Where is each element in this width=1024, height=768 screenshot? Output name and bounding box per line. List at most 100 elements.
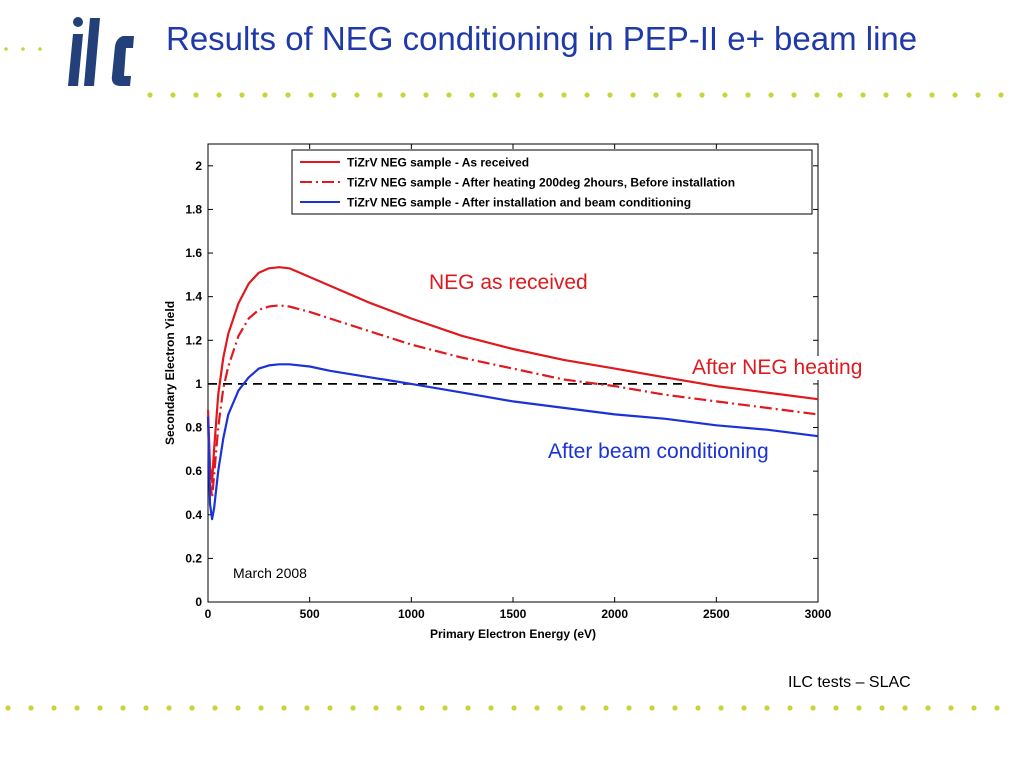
divider-dot: [902, 705, 908, 711]
divider-dot: [515, 92, 521, 98]
divider-dot: [419, 705, 425, 711]
x-tick-label: 500: [300, 607, 320, 621]
divider-dot: [350, 705, 356, 711]
x-tick-label: 1000: [398, 607, 425, 621]
divider-dot: [147, 92, 153, 98]
divider-dot: [879, 705, 885, 711]
page-title: Results of NEG conditioning in PEP-II e+…: [166, 20, 918, 57]
divider-dot: [21, 47, 25, 51]
divider-dot: [649, 705, 655, 711]
divider-dot: [856, 705, 862, 711]
legend-label-beam-conditioning: TiZrV NEG sample - After installation an…: [347, 196, 691, 210]
legend-label-after-heating: TiZrV NEG sample - After heating 200deg …: [347, 176, 735, 190]
divider-dot: [442, 705, 448, 711]
divider-dot: [925, 705, 931, 711]
divider-dot: [994, 705, 1000, 711]
divider-dot: [400, 92, 406, 98]
chart-canvas: 0 500 1000 1500 2000 2500 3000 0 0.2 0.4 0.6 0.8 1 1.…: [163, 143, 832, 641]
divider-dot: [603, 705, 609, 711]
y-tick-label: 0.4: [185, 508, 202, 522]
divider-dot: [4, 47, 8, 51]
divider-dot: [630, 92, 636, 98]
divider-dot: [120, 705, 126, 711]
divider-dot: [354, 92, 360, 98]
ilc-logo: [68, 17, 134, 86]
footer-text: ILC tests – SLAC: [788, 674, 911, 691]
divider-dot: [860, 92, 866, 98]
divider-dot: [166, 705, 172, 711]
series-line-beam-conditioning: [206, 363, 819, 521]
divider-dot: [883, 92, 889, 98]
divider-dot: [607, 92, 613, 98]
divider-dot: [906, 92, 912, 98]
y-tick-label: 1.6: [185, 246, 202, 260]
divider-dot: [948, 705, 954, 711]
divider-dot: [373, 705, 379, 711]
divider-dot: [837, 92, 843, 98]
divider-dot: [952, 92, 958, 98]
legend-box: [291, 149, 813, 215]
y-tick-label: 1.8: [185, 202, 202, 216]
annotation-after-neg-heating: After NEG heating: [686, 356, 869, 380]
divider-dot: [745, 92, 751, 98]
y-tick-label: 0.8: [185, 421, 202, 435]
divider-dot: [971, 705, 977, 711]
divider-dot: [695, 705, 701, 711]
top-dotted-divider: [4, 47, 1004, 98]
divider-dot: [584, 92, 590, 98]
series-line-after-heating: [206, 304, 819, 499]
annotation-neg-as-received: NEG as received: [429, 271, 588, 294]
y-tick-label: 1: [195, 377, 202, 391]
divider-dot: [488, 705, 494, 711]
divider-dot: [511, 705, 517, 711]
divider-dot: [741, 705, 747, 711]
divider-dot: [193, 92, 199, 98]
y-tick-label: 2: [195, 159, 202, 173]
sey-chart: 0 500 1000 1500 2000 2500 3000 0 0.2 0.4 0.6 0.8 1 1.…: [150, 138, 850, 658]
divider-dot: [216, 92, 222, 98]
y-axis-label: Secondary Electron Yield: [163, 301, 177, 445]
divider-dot: [377, 92, 383, 98]
divider-dot: [465, 705, 471, 711]
divider-dot: [653, 92, 659, 98]
legend-label-as-received: TiZrV NEG sample - As received: [347, 156, 529, 170]
divider-dot: [672, 705, 678, 711]
divider-dot: [492, 92, 498, 98]
divider-dot: [929, 92, 935, 98]
divider-dot: [676, 92, 682, 98]
divider-dot: [768, 92, 774, 98]
divider-dot: [580, 705, 586, 711]
divider-dot: [331, 92, 337, 98]
divider-dot: [143, 705, 149, 711]
divider-dot: [626, 705, 632, 711]
divider-dot: [764, 705, 770, 711]
legend: TiZrV NEG sample - As received TiZrV NEG…: [291, 149, 813, 215]
date-annotation: March 2008: [233, 565, 307, 581]
divider-dot: [469, 92, 475, 98]
divider-dot: [5, 705, 11, 711]
x-tick-label: 2000: [601, 607, 628, 621]
divider-dot: [212, 705, 218, 711]
divider-dot: [285, 92, 291, 98]
divider-dot: [423, 92, 429, 98]
divider-dot: [833, 705, 839, 711]
y-tick-label: 1.4: [185, 290, 202, 304]
divider-dot: [51, 705, 57, 711]
divider-dot: [308, 92, 314, 98]
divider-dot: [446, 92, 452, 98]
x-axis-label: Primary Electron Energy (eV): [430, 627, 596, 641]
divider-dot: [722, 92, 728, 98]
divider-dot: [557, 705, 563, 711]
x-tick-label: 1500: [500, 607, 527, 621]
divider-dot: [534, 705, 540, 711]
divider-dot: [281, 705, 287, 711]
y-tick-label: 1.2: [185, 333, 202, 347]
divider-dot: [74, 705, 80, 711]
y-tick-label: 0.2: [185, 551, 202, 565]
divider-dot: [28, 705, 34, 711]
divider-dot: [718, 705, 724, 711]
divider-dot: [699, 92, 705, 98]
divider-dot: [561, 92, 567, 98]
divider-dot: [97, 705, 103, 711]
divider-dot: [538, 92, 544, 98]
